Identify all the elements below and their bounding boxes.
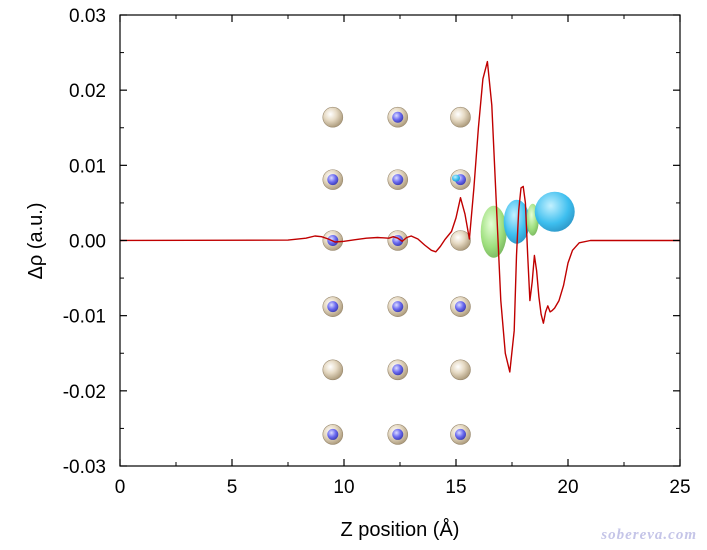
x-axis-label: Z position (Å) <box>341 518 460 541</box>
isosurface-small-blob <box>452 174 460 182</box>
structure-overlay <box>322 106 575 445</box>
atom-small <box>454 301 466 313</box>
ticks: 0 5 10 15 20 25 -0.03 -0.02 -0.01 0.00 0.01 0.02 0.0… <box>63 6 691 498</box>
x-tick-label: 20 <box>557 477 578 498</box>
atom-small <box>392 428 404 440</box>
y-tick-label: -0.03 <box>63 457 106 478</box>
x-tick-label: 0 <box>115 477 126 498</box>
x-tick-label: 15 <box>445 477 466 498</box>
atom-large <box>450 106 471 128</box>
isosurface-positive-lobe <box>503 199 530 244</box>
x-tick-label: 5 <box>227 477 238 498</box>
atom-small <box>327 301 339 313</box>
atom-small <box>327 174 339 186</box>
y-tick-label: -0.01 <box>63 307 106 328</box>
y-tick-label: -0.02 <box>63 382 106 403</box>
atom-large <box>322 106 344 128</box>
y-tick-label: 0.02 <box>69 81 106 102</box>
atom-small <box>392 301 404 313</box>
atom-small <box>392 364 404 376</box>
atom-small <box>454 428 466 440</box>
x-tick-label: 25 <box>669 477 690 498</box>
x-tick-label: 10 <box>333 477 354 498</box>
y-axis-label: Δρ (a.u.) <box>25 203 47 280</box>
series-layer <box>119 60 680 373</box>
y-tick-label: 0.00 <box>69 232 106 253</box>
atom-large <box>450 230 471 251</box>
atom-large <box>450 359 471 381</box>
y-tick-label: 0.01 <box>69 156 106 177</box>
y-tick-label: 0.03 <box>69 6 106 27</box>
atom-large <box>322 359 344 381</box>
atom-small <box>327 428 339 440</box>
atom-small <box>392 111 404 123</box>
series-line-delta-rho <box>119 60 680 373</box>
watermark: sobereva.com <box>601 527 697 543</box>
isosurface-positive-lobe <box>534 191 575 232</box>
isosurface-negative-lobe <box>480 205 507 258</box>
atom-small <box>392 174 404 186</box>
